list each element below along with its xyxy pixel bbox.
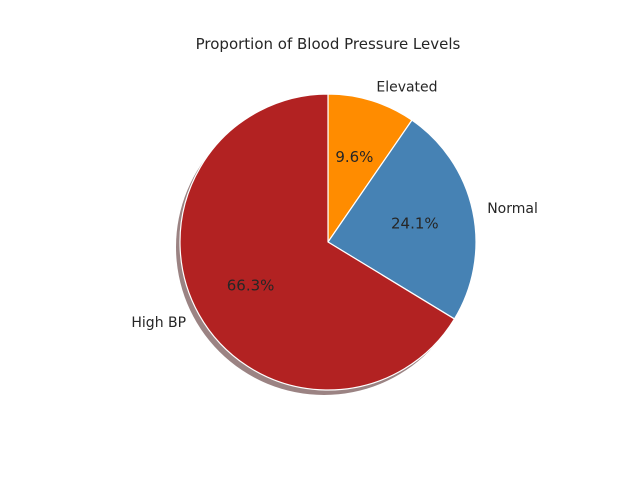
slice-percent-label: 66.3% [227, 277, 275, 295]
pie-slice-normal [327, 119, 477, 320]
slice-percent-label: 24.1% [391, 214, 439, 232]
pie-labels: Elevated 9.6% Normal 24.1% High BP 66.3% [131, 80, 537, 331]
chart-title: Proportion of Blood Pressure Levels [196, 35, 461, 53]
pie-slices [179, 93, 477, 391]
slice-label: Normal [487, 201, 538, 217]
pie-slice-high-bp [179, 93, 456, 391]
slice-label: Elevated [376, 80, 437, 96]
slice-label: High BP [131, 315, 186, 331]
slice-percent-label: 9.6% [335, 148, 373, 166]
pie-slice-elevated [327, 93, 413, 243]
